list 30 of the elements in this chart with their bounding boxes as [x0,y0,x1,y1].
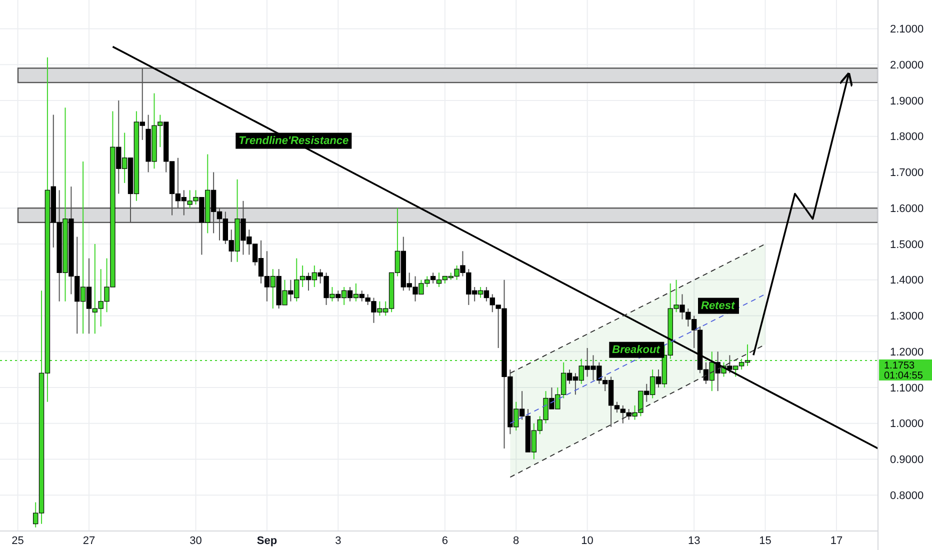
y-tick-label: 0.9000 [890,454,924,466]
y-tick-label: 2.1000 [890,24,924,36]
x-tick-label: 6 [442,535,448,547]
text: 01:04:55 [884,370,924,382]
y-tick-label: 1.5000 [890,238,924,251]
y-tick-label: 1.2000 [890,346,924,358]
y-tick-label: 0.8000 [890,490,924,502]
y-tick-label: 1.0000 [890,418,924,430]
x-tick-label: 3 [335,535,342,547]
y-tick-label: 1.9000 [890,95,924,108]
x-tick-label: 17 [830,535,843,547]
y-tick-label: 1.3000 [890,310,924,323]
y-tick-label: 1.4000 [890,274,924,287]
x-tick-label: 13 [688,535,700,547]
x-tick-label: 8 [513,535,520,547]
x-tick-label: 15 [759,535,772,547]
x-tick-label: Sep [256,535,278,547]
x-tick-label: 30 [190,535,202,547]
y-tick-label: 2.0000 [890,59,924,72]
x-tick-label: 27 [82,535,96,547]
x-tick-label: 10 [581,535,594,547]
annotation: Breakout [612,344,662,356]
y-tick-label: 1.7000 [890,167,924,180]
ref-line-label: 1.1753 [884,360,916,372]
annotation: Retest [701,300,736,312]
annotation: Trendline'Resistance [238,134,349,147]
x-tick-label: 25 [12,535,24,547]
y-tick-label: 1.8000 [890,131,924,144]
y-tick-label: 1.6000 [890,202,924,215]
y-tick-label: 1.1000 [890,382,924,394]
